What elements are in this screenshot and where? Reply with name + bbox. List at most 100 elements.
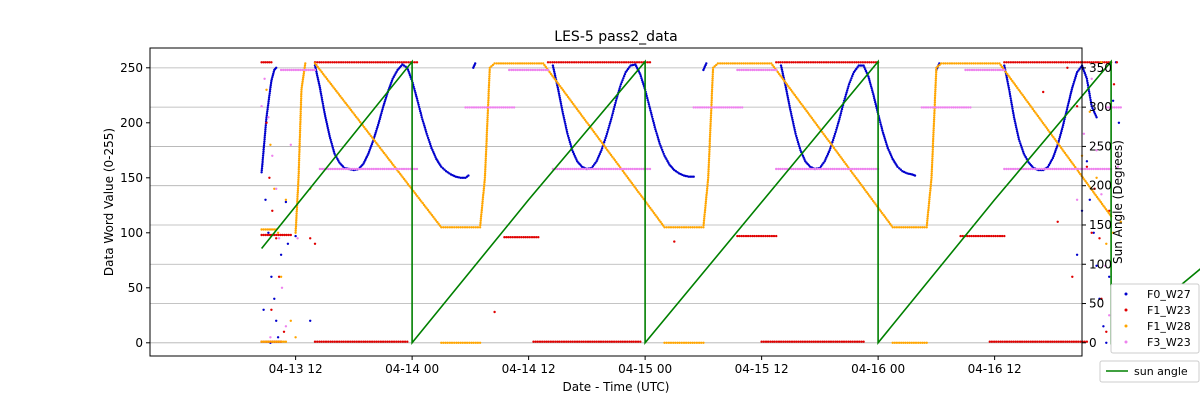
data-point: [1108, 209, 1111, 212]
data-point: [504, 62, 507, 65]
data-point: [606, 340, 609, 343]
data-point: [320, 167, 324, 171]
data-point: [1087, 90, 1091, 93]
data-point: [742, 68, 745, 72]
data-point: [625, 175, 628, 178]
data-point: [843, 160, 846, 164]
data-point: [297, 182, 300, 186]
data-point: [556, 86, 559, 89]
data-point: [383, 61, 386, 64]
data-point: [479, 221, 482, 225]
data-point: [773, 340, 776, 343]
data-point: [556, 340, 559, 343]
data-point: [352, 112, 355, 115]
data-point: [709, 127, 712, 130]
data-point: [448, 341, 452, 344]
data-point: [352, 61, 356, 64]
data-point: [582, 340, 585, 343]
data-point: [263, 77, 266, 81]
data-point: [391, 77, 394, 81]
data-point: [837, 61, 841, 64]
data-point: [1016, 132, 1019, 135]
data-point: [750, 62, 754, 65]
data-point: [870, 87, 873, 90]
data-point: [1006, 78, 1009, 81]
data-point: [895, 226, 899, 229]
data-point: [639, 340, 642, 343]
data-point: [700, 341, 703, 344]
data-point: [262, 61, 265, 64]
data-point: [663, 226, 666, 229]
data-point: [655, 132, 658, 135]
data-point: [705, 196, 708, 199]
data-point: [711, 75, 714, 78]
data-point: [1054, 149, 1057, 152]
data-point: [1108, 275, 1111, 278]
data-point: [404, 61, 408, 64]
data-point: [835, 167, 839, 171]
data-point: [260, 169, 263, 172]
data-point: [976, 62, 980, 65]
data-point: [407, 70, 410, 73]
data-point: [762, 68, 765, 72]
data-point: [295, 210, 298, 213]
data-point: [1090, 103, 1093, 106]
data-point: [302, 72, 305, 75]
data-point: [261, 164, 264, 168]
data-point: [493, 310, 496, 314]
data-point: [390, 162, 394, 165]
data-point: [967, 106, 970, 109]
data-point: [1020, 92, 1023, 95]
data-point: [1094, 167, 1098, 171]
data-point: [814, 61, 817, 64]
data-point: [983, 62, 986, 65]
data-point: [609, 61, 613, 64]
data-point: [262, 146, 265, 149]
data-point: [1014, 167, 1017, 171]
data-point: [964, 68, 967, 72]
data-point: [479, 219, 482, 222]
data-point: [744, 62, 747, 65]
data-point: [1095, 176, 1098, 179]
data-point: [485, 131, 489, 134]
data-point: [1016, 167, 1019, 171]
data-point: [746, 234, 750, 238]
data-point: [646, 96, 649, 100]
data-point: [879, 123, 882, 126]
data-point: [335, 340, 339, 343]
data-point: [401, 340, 405, 343]
data-point: [697, 226, 701, 229]
data-point: [798, 147, 802, 150]
data-point: [1057, 139, 1061, 143]
data-point: [653, 123, 656, 127]
data-point: [797, 340, 800, 343]
data-point: [604, 146, 607, 150]
data-point: [1100, 193, 1103, 196]
data-point: [362, 340, 365, 343]
data-point: [659, 220, 662, 224]
data-point: [376, 123, 380, 127]
data-point: [359, 61, 362, 64]
data-point: [1074, 74, 1078, 78]
data-point: [820, 61, 823, 64]
data-point: [822, 61, 826, 64]
data-point: [384, 340, 387, 343]
data-point: [264, 128, 267, 131]
data-point: [991, 62, 995, 65]
data-point: [646, 61, 649, 64]
data-point: [888, 222, 892, 225]
data-point: [840, 157, 843, 160]
data-point: [571, 340, 574, 343]
data-point: [1090, 61, 1093, 64]
data-point: [384, 98, 387, 101]
data-point: [527, 62, 530, 65]
data-point: [930, 170, 933, 173]
data-point: [541, 340, 544, 343]
data-point: [355, 340, 358, 343]
data-point: [440, 165, 443, 168]
data-point: [856, 178, 859, 181]
data-point: [1038, 116, 1041, 120]
data-point: [297, 165, 301, 169]
data-point: [988, 340, 991, 343]
data-point: [862, 187, 866, 190]
